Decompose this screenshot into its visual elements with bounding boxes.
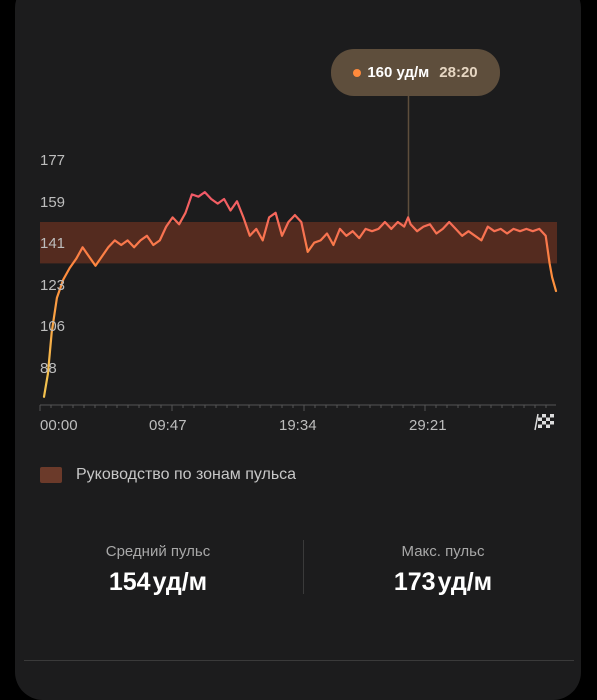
stat-unit: уд/м — [152, 568, 208, 596]
stats-divider — [303, 540, 304, 594]
y-tick-label: 177 — [40, 152, 66, 169]
average-heart-rate: Средний пульс 154уд/м — [38, 543, 278, 597]
stat-label: Макс. пульс — [401, 543, 485, 560]
stat-value: 154 — [108, 568, 151, 596]
zone-legend: Руководство по зонам пульса — [40, 466, 296, 484]
y-tick-label: 159 — [40, 194, 66, 211]
heart-rate-tooltip: 160 уд/м 28:20 — [331, 49, 500, 96]
section-divider — [24, 660, 574, 661]
finish-flag-icon — [534, 413, 554, 431]
heart-rate-card — [15, 0, 581, 700]
x-tick-label: 00:00 — [40, 417, 78, 434]
heart-rate-chart[interactable] — [0, 0, 597, 680]
max-heart-rate: Макс. пульс 173уд/м — [323, 543, 563, 597]
x-tick-label: 29:21 — [409, 417, 447, 434]
stat-unit: уд/м — [437, 568, 493, 596]
y-tick-label: 141 — [40, 235, 66, 252]
x-tick-label: 09:47 — [149, 417, 187, 434]
tooltip-value: 160 уд/м — [367, 64, 430, 81]
y-tick-label: 106 — [40, 318, 66, 335]
zone-legend-label: Руководство по зонам пульса — [76, 466, 297, 483]
heart-rate-line — [42, 191, 558, 398]
stat-label: Средний пульс — [105, 543, 211, 560]
x-axis-ticks — [39, 405, 547, 411]
tooltip-dot-icon — [353, 68, 362, 77]
y-tick-label: 88 — [40, 360, 57, 377]
x-tick-label: 19:34 — [279, 417, 317, 434]
tooltip-time: 28:20 — [439, 64, 478, 81]
zone-legend-swatch — [40, 467, 62, 483]
stat-value: 173 — [393, 568, 436, 596]
y-tick-label: 123 — [40, 277, 66, 294]
